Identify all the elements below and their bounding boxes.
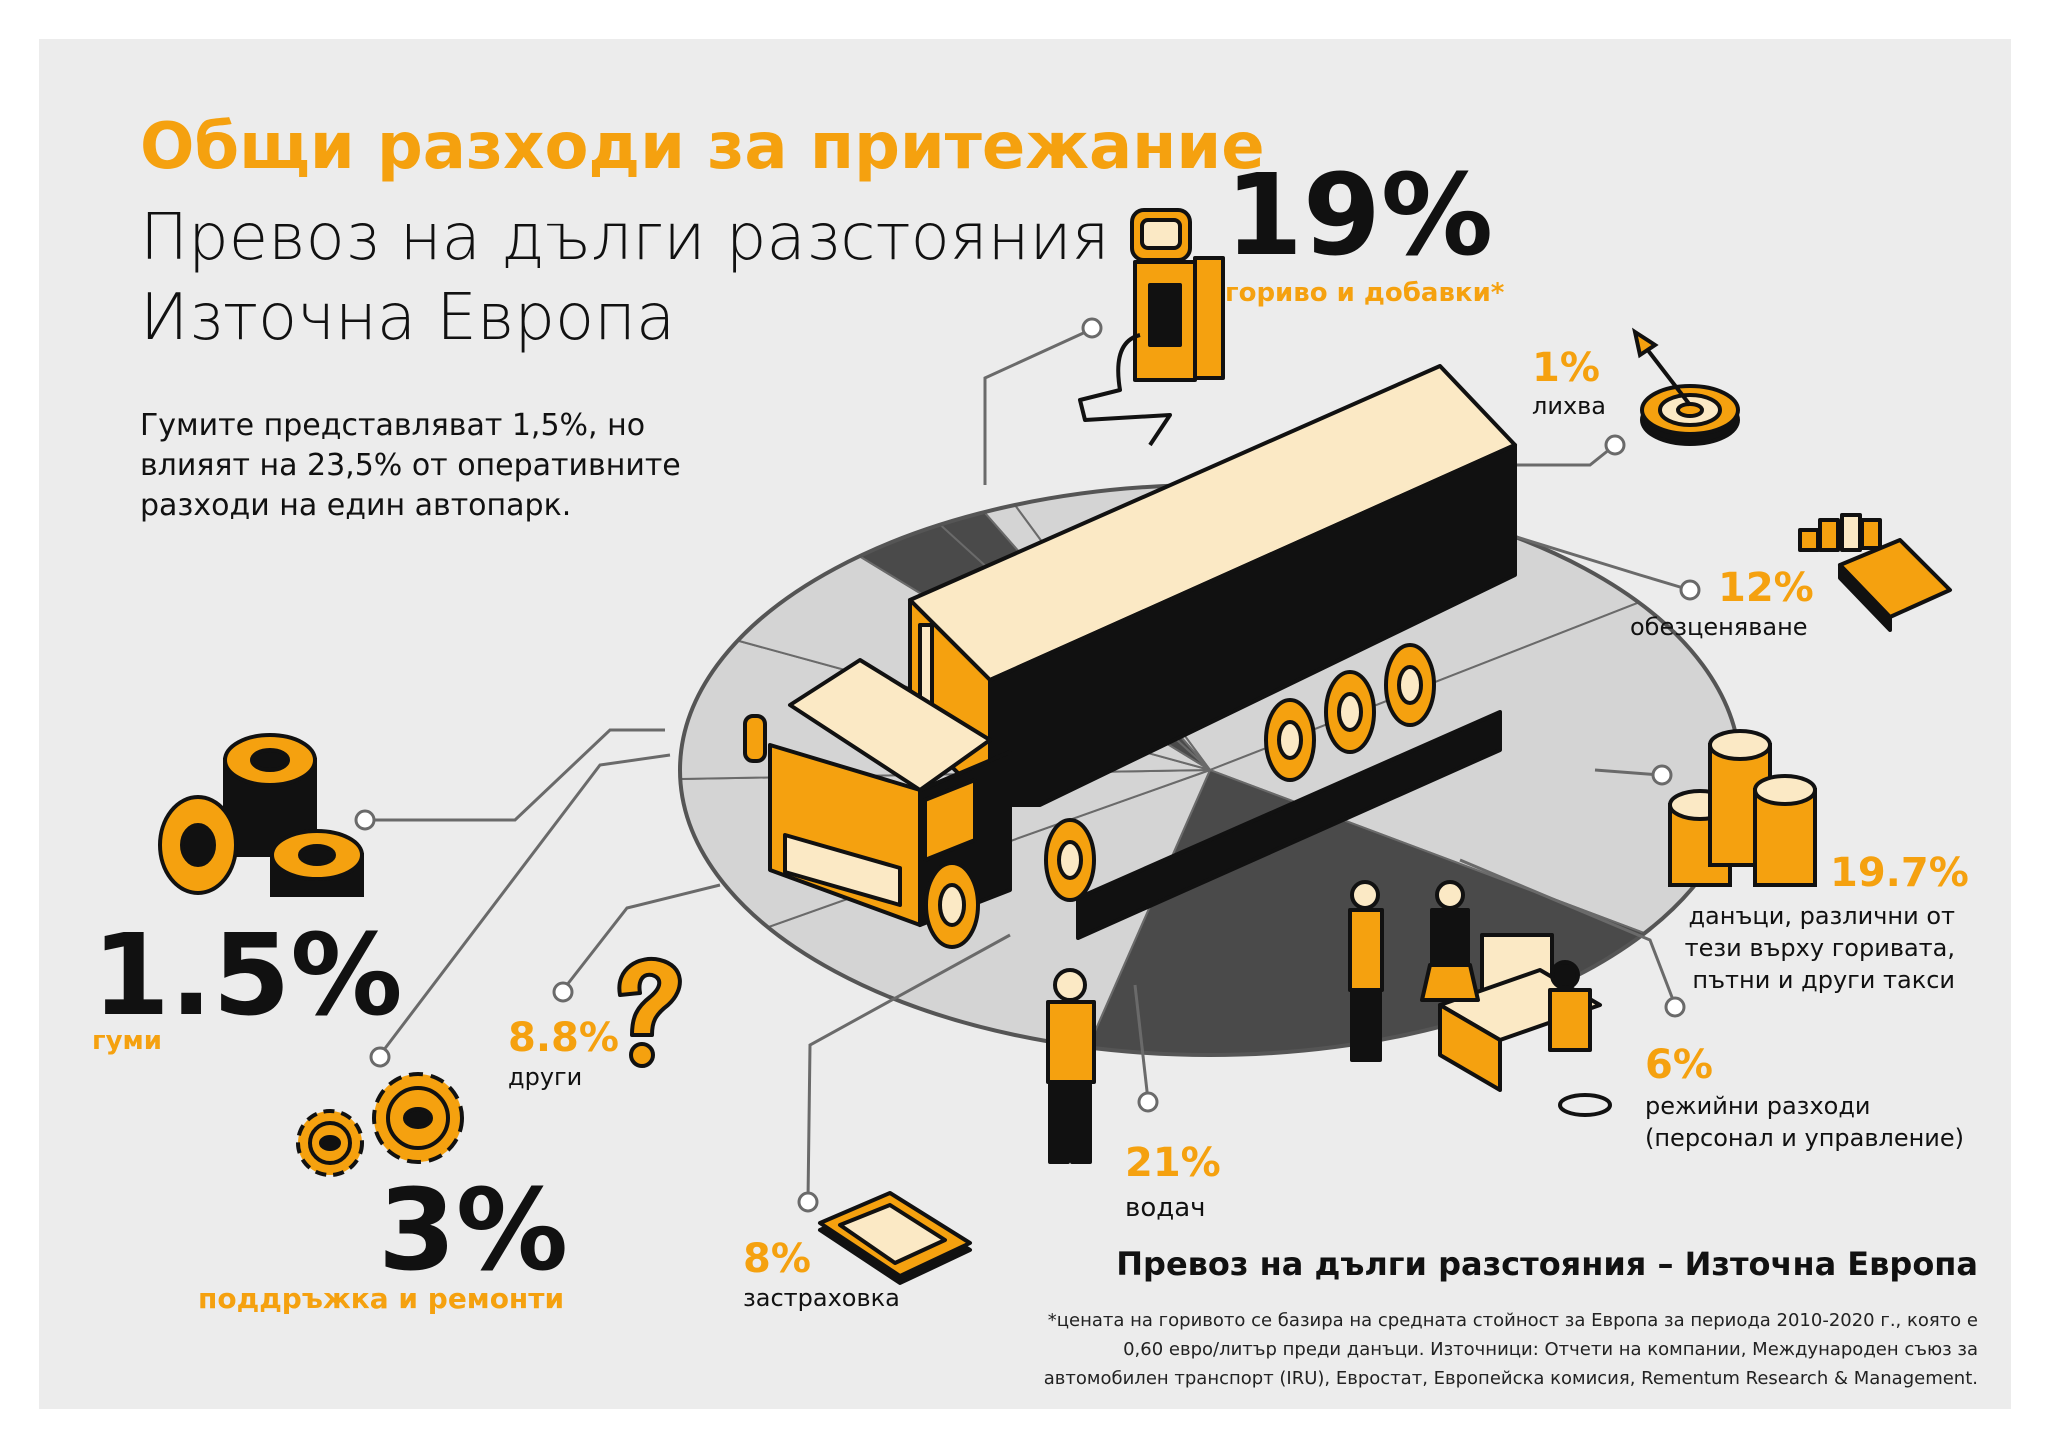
fuel-pump-icon — [1078, 208, 1225, 447]
tires-icon — [158, 733, 364, 897]
tires-note: Гумите представляват 1,5%, но влияят на … — [140, 408, 681, 523]
office-icon — [1348, 880, 1612, 1117]
leader-lines — [365, 328, 1691, 1201]
fuel-value: 19% — [1225, 151, 1494, 281]
overhead-label-line-2: (персонал и управление) — [1645, 1124, 1965, 1152]
page-subtitle: Превоз на дълги разстояния Източна Европ… — [140, 198, 1109, 358]
page-title: Общи разходи за притежание — [140, 110, 1265, 184]
overhead-value: 6% — [1645, 1042, 1713, 1088]
subtitle-line-1: Превоз на дълги разстояния — [140, 201, 1110, 275]
question-icon — [617, 956, 682, 1068]
leader-line-interest — [1500, 443, 1616, 467]
leader-line-tires — [365, 728, 665, 822]
calculator-icon — [1798, 513, 1952, 632]
overhead-label-line-1: режийни разходи — [1645, 1092, 1871, 1120]
target-icon — [1632, 327, 1740, 446]
coins-icon — [1668, 729, 1817, 887]
document-icon — [818, 1191, 972, 1285]
truck-illustration — [743, 364, 1517, 949]
leader-line-insurance — [806, 933, 1011, 1201]
interest-label: лихва — [1532, 392, 1606, 420]
insurance-value: 8% — [743, 1236, 811, 1282]
taxes-label-line-3: пътни и други такси — [1692, 966, 1955, 994]
leader-line-depreciation — [1509, 533, 1691, 592]
depreciation-label: обезценяване — [1630, 613, 1808, 641]
tires-label: гуми — [92, 1026, 163, 1056]
interest-value: 1% — [1532, 345, 1600, 391]
leader-line-other — [561, 883, 721, 991]
leader-line-driver — [1133, 984, 1150, 1101]
leader-line-taxes — [1594, 768, 1661, 777]
taxes-label-line-1: данъци, различни от — [1688, 902, 1955, 930]
footnote: *цената на горивото се базира на среднат… — [1043, 1310, 1978, 1389]
leader-line-fuel — [983, 328, 1091, 485]
driver-icon — [1046, 968, 1096, 1164]
tires-value: 1.5% — [92, 911, 403, 1041]
maintenance-label: поддръжка и ремонти — [198, 1282, 565, 1315]
maintenance-value: 3% — [378, 1166, 569, 1296]
taxes-label: данъци, различни от тези върху горивата,… — [1680, 900, 1955, 996]
leader-line-maintenance — [378, 753, 671, 1056]
driver-label: водач — [1125, 1193, 1206, 1223]
other-value: 8.8% — [508, 1015, 619, 1061]
taxes-label-line-2: тези върху горивата, — [1684, 934, 1955, 962]
other-label: други — [508, 1063, 583, 1091]
leader-dots — [354, 317, 1701, 1213]
footer-title: Превоз на дълги разстояния – Източна Евр… — [1116, 1245, 1978, 1283]
insurance-label: застраховка — [743, 1284, 900, 1312]
overhead-label: режийни разходи (персонал и управление) — [1645, 1090, 1964, 1154]
taxes-value: 19.7% — [1830, 850, 1969, 896]
subtitle-line-2: Източна Европа — [140, 281, 676, 355]
driver-value: 21% — [1125, 1140, 1221, 1186]
gears-icon — [296, 1072, 464, 1177]
depreciation-value: 12% — [1718, 565, 1814, 611]
fuel-label: гориво и добавки* — [1225, 278, 1505, 308]
leader-line-overhead — [1459, 858, 1677, 1006]
